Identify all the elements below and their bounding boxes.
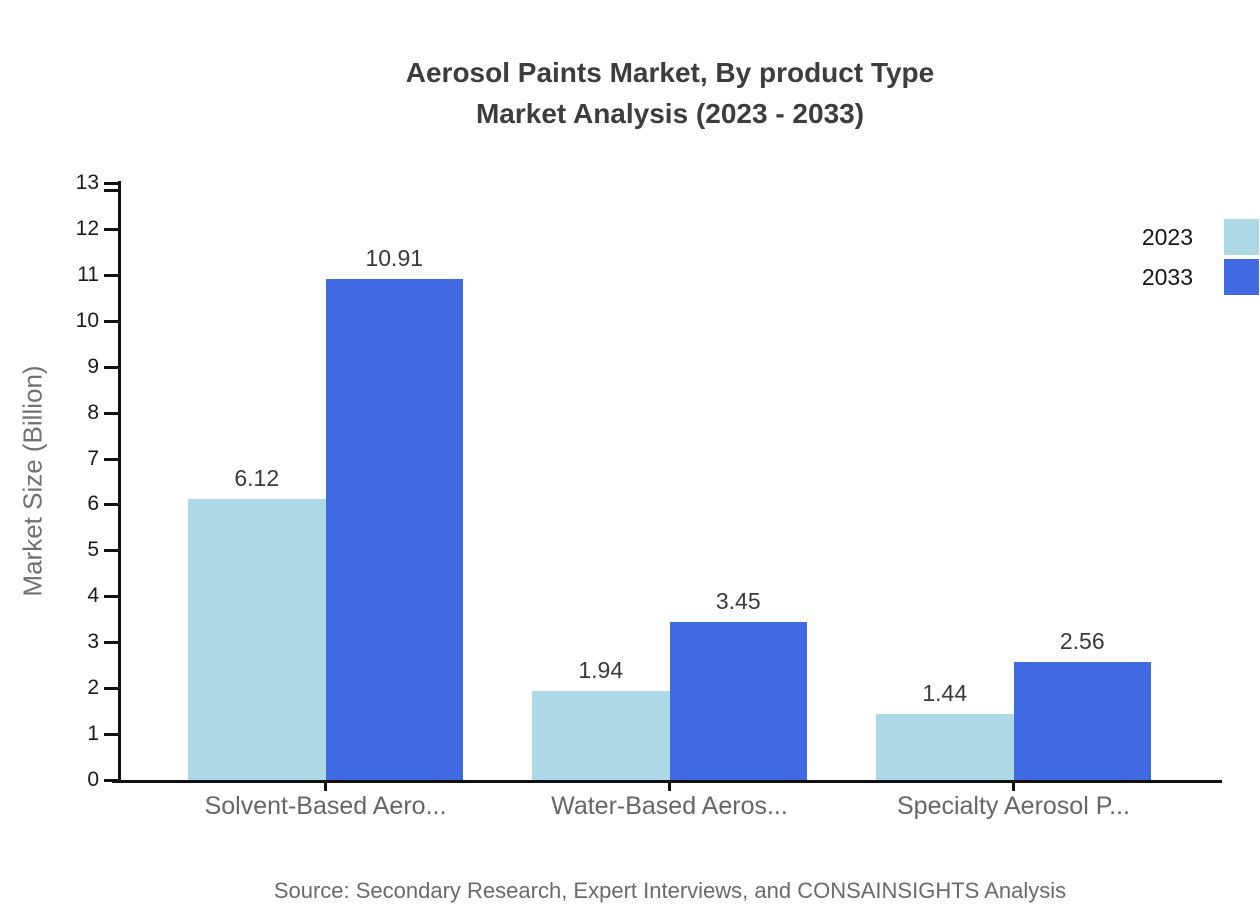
value-label: 2.56	[1059, 628, 1105, 654]
y-tick-mark	[104, 595, 118, 599]
y-tick-mark	[104, 273, 118, 277]
y-tick-mark	[104, 779, 118, 782]
y-tick-mark	[104, 457, 118, 461]
x-axis-category-label: Solvent-Based Aero...	[204, 792, 447, 820]
value-label: 1.94	[578, 657, 624, 683]
source-note: Source: Secondary Research, Expert Inter…	[273, 878, 1067, 903]
bar-2033-1	[325, 279, 463, 780]
legend-label: 2033	[1141, 263, 1193, 290]
chart-title-line2: Market Analysis (2023 - 2033)	[475, 98, 865, 129]
legend-item-2023: 2023	[1142, 219, 1260, 255]
x-axis-category-label: Water-Based Aeros...	[551, 792, 788, 820]
legend-swatch	[1224, 259, 1259, 295]
legend-swatch	[1224, 219, 1259, 255]
legend-item-2033: 2033	[1142, 259, 1260, 295]
y-tick-label: 1	[87, 722, 99, 746]
y-tick-label: 9	[87, 354, 99, 378]
y-tick-mark	[104, 411, 118, 415]
y-tick-mark	[104, 733, 118, 737]
y-tick-label: 6	[87, 492, 99, 516]
y-tick-label: 12	[75, 216, 99, 240]
legend-label: 2023	[1141, 223, 1193, 250]
value-label: 6.12	[234, 465, 280, 491]
chart-title-line1: Aerosol Paints Market, By product Type	[405, 57, 935, 88]
y-tick-mark	[104, 549, 118, 553]
y-tick-label: 8	[87, 400, 99, 424]
y-tick-label: 7	[87, 446, 99, 470]
y-tick-label: 2	[87, 676, 99, 700]
y-tick-mark	[104, 365, 118, 369]
bar-2023-2	[532, 691, 670, 780]
chart-title: Aerosol Paints Market, By product Type M…	[80, 52, 1260, 134]
y-tick-label: 5	[87, 538, 99, 562]
y-tick-label: 0	[87, 768, 99, 791]
value-label: 10.91	[365, 245, 424, 271]
y-tick-mark	[104, 227, 118, 231]
y-tick-mark	[104, 503, 118, 507]
y-tick-mark	[104, 687, 118, 691]
x-axis-line	[112, 780, 1222, 783]
y-tick-label: 10	[75, 308, 99, 332]
x-axis-category-label: Specialty Aerosol P...	[896, 792, 1130, 820]
legend: 2023 2033	[1142, 219, 1260, 299]
x-tick-mark	[324, 782, 327, 791]
value-label: 3.45	[715, 588, 761, 614]
y-tick-label: 4	[87, 584, 99, 608]
y-axis-line	[118, 181, 121, 782]
y-tick-mark	[104, 182, 118, 185]
bar-2023-3	[876, 714, 1014, 780]
bar-2033-2	[669, 622, 807, 780]
bar-2033-3	[1013, 662, 1151, 780]
bar-2023-1	[188, 499, 326, 780]
value-label: 1.44	[922, 680, 968, 706]
x-tick-mark	[1012, 782, 1015, 791]
y-tick-label: 13	[75, 171, 99, 194]
y-tick-label: 11	[77, 262, 99, 286]
y-tick-mark	[104, 641, 118, 645]
y-tick-mark	[104, 319, 118, 323]
y-tick-label: 3	[87, 630, 99, 654]
axis-top-cap	[104, 189, 118, 192]
x-tick-mark	[668, 782, 671, 791]
